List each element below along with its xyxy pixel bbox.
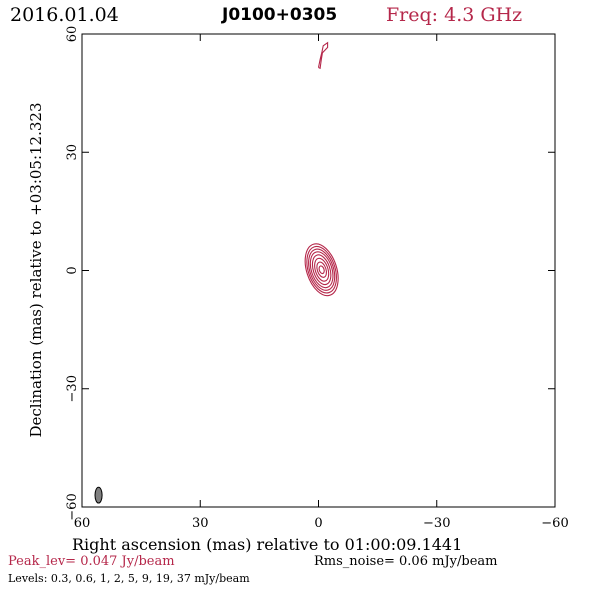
y-tick-label: 60: [65, 26, 80, 43]
y-tick-label: 0: [65, 266, 80, 274]
core-contour: [308, 248, 336, 291]
frequency-label: Freq: 4.3 GHz: [386, 4, 523, 26]
core-contour: [316, 261, 327, 278]
core-contour: [314, 257, 330, 282]
x-axis-label: Right ascension (mas) relative to 01:00:…: [72, 535, 463, 554]
x-tick-label: −30: [423, 516, 450, 531]
x-tick-label: −60: [541, 516, 568, 531]
rms-noise: Rms_noise= 0.06 mJy/beam: [314, 554, 498, 569]
jet-contour: [317, 41, 329, 70]
x-axis-ticks: 60 30 0 −30 −60: [74, 34, 569, 531]
source-name: J0100+0305: [222, 5, 338, 25]
core-contour: [304, 243, 339, 297]
y-tick-label: −30: [65, 375, 80, 402]
core-contour: [309, 251, 334, 289]
y-axis-ticks: −60 −30 0 30 60: [65, 26, 555, 521]
y-tick-label: −60: [65, 493, 80, 520]
core-contour: [318, 265, 325, 275]
observation-date: 2016.01.04: [10, 4, 119, 26]
x-tick-label: 30: [192, 516, 209, 531]
beam-ellipse: [94, 486, 103, 504]
beam-ellipse-group: [94, 486, 103, 504]
x-tick-label: 0: [314, 516, 322, 531]
core-contour: [311, 254, 332, 286]
y-axis-label: Declination (mas) relative to +03:05:12.…: [27, 102, 45, 437]
plot-frame: [81, 33, 556, 508]
contour-lines: [304, 41, 339, 297]
y-tick-label: 30: [65, 144, 80, 161]
peak-level: Peak_lev= 0.047 Jy/beam: [8, 554, 175, 569]
x-tick-label: 60: [74, 516, 91, 531]
contour-levels: Levels: 0.3, 0.6, 1, 2, 5, 9, 19, 37 mJy…: [8, 572, 250, 585]
core-contour: [306, 245, 337, 294]
